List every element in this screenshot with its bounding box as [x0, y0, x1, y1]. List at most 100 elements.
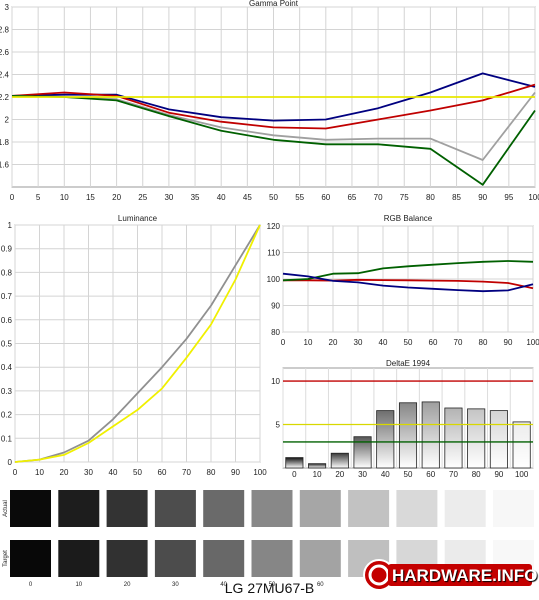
x-tick-label-1-1: 10 [35, 468, 44, 477]
target-swatch-2 [106, 540, 148, 577]
x-tick-label-1-2: 20 [60, 468, 69, 477]
swatch-label-2: 20 [124, 582, 131, 588]
y-tick-label-1-4: 0.4 [1, 363, 13, 372]
x-tick-label-0-4: 20 [112, 193, 121, 202]
x-tick-label-3-2: 20 [335, 470, 344, 479]
x-tick-label-0-13: 65 [347, 193, 356, 202]
x-tick-label-2-4: 40 [379, 338, 388, 347]
actual-swatch-6 [299, 490, 341, 527]
deltae-bar-7 [444, 407, 463, 469]
x-tick-label-0-6: 30 [164, 193, 173, 202]
x-tick-label-2-0: 0 [281, 338, 286, 347]
actual-swatch-3 [154, 490, 196, 527]
target-row-label: Target [3, 550, 9, 567]
chart-title-0: Gamma Point [249, 0, 299, 8]
series-line-0-1 [11, 83, 536, 130]
actual-swatch-5 [251, 490, 293, 527]
x-tick-label-0-7: 35 [191, 193, 200, 202]
y-tick-label-0-6: 2.8 [0, 26, 10, 35]
x-tick-label-3-1: 10 [313, 470, 322, 479]
x-tick-label-1-6: 60 [158, 468, 167, 477]
x-tick-label-0-3: 15 [86, 193, 95, 202]
chart-title-2: RGB Balance [384, 214, 433, 223]
x-tick-label-0-17: 85 [452, 193, 461, 202]
deltae-bar-9 [489, 410, 508, 469]
y-tick-label-0-4: 2.4 [0, 71, 10, 80]
target-swatch-6 [299, 540, 341, 577]
x-tick-label-2-3: 30 [354, 338, 363, 347]
chart-title-1: Luminance [118, 214, 158, 223]
deltae-bar-4 [376, 410, 395, 469]
x-tick-label-3-0: 0 [292, 470, 297, 479]
x-tick-label-1-8: 80 [207, 468, 216, 477]
series-line-1-1 [14, 224, 261, 463]
x-tick-label-1-4: 40 [109, 468, 118, 477]
y-tick-label-1-7: 0.7 [1, 292, 13, 301]
x-tick-label-1-0: 0 [13, 468, 18, 477]
swatch-label-6: 60 [317, 582, 324, 588]
swatch-label-5: 50 [269, 582, 276, 588]
y-tick-label-0-0: 1.6 [0, 161, 10, 170]
deltae-bar-5 [398, 402, 418, 469]
y-tick-label-1-0: 0 [8, 458, 13, 467]
x-tick-label-1-5: 50 [133, 468, 142, 477]
x-tick-label-0-20: 100 [528, 193, 539, 202]
y-tick-label-1-2: 0.2 [1, 411, 13, 420]
series-line-2-0 [283, 278, 534, 290]
target-swatch-1 [58, 540, 100, 577]
x-tick-label-2-2: 20 [329, 338, 338, 347]
hardware-info-logo [360, 558, 535, 592]
x-tick-label-0-5: 25 [138, 193, 147, 202]
x-tick-label-0-11: 55 [295, 193, 304, 202]
actual-swatch-7 [348, 490, 390, 527]
x-tick-label-2-6: 60 [429, 338, 438, 347]
logo-text: HARDWARE.INFO [392, 566, 538, 585]
x-tick-label-1-10: 100 [253, 468, 267, 477]
y-tick-label-2-4: 120 [267, 222, 281, 231]
x-tick-label-2-5: 50 [404, 338, 413, 347]
deltae-bar-0 [285, 457, 304, 469]
series-line-2-1 [282, 260, 534, 282]
y-tick-label-0-3: 2.2 [0, 93, 10, 102]
x-tick-label-3-6: 60 [426, 470, 435, 479]
x-tick-label-0-1: 5 [36, 193, 41, 202]
x-tick-label-0-10: 50 [269, 193, 278, 202]
y-tick-label-1-1: 0.1 [1, 434, 13, 443]
y-tick-label-1-3: 0.3 [1, 387, 13, 396]
x-tick-label-2-9: 90 [504, 338, 513, 347]
x-tick-label-3-10: 100 [515, 470, 529, 479]
y-tick-label-2-0: 80 [271, 328, 280, 337]
deltae-bar-1 [308, 463, 327, 469]
x-tick-label-3-9: 90 [494, 470, 503, 479]
target-swatch-4 [203, 540, 245, 577]
x-tick-label-0-18: 90 [478, 193, 487, 202]
deltae-bar-10 [512, 421, 531, 469]
actual-swatch-9 [444, 490, 486, 527]
actual-swatch-0 [10, 490, 51, 527]
y-tick-label-1-5: 0.5 [1, 340, 13, 349]
series-line-1-0 [14, 224, 261, 463]
deltae-bar-2 [330, 452, 349, 469]
deltae-bar-8 [467, 408, 486, 469]
series-line-2-2 [282, 272, 534, 293]
deltae-bar-6 [421, 401, 440, 469]
x-tick-label-0-2: 10 [60, 193, 69, 202]
actual-swatch-4 [203, 490, 245, 527]
actual-swatch-2 [106, 490, 148, 527]
deltae-bar-3 [353, 436, 372, 469]
series-line-0-3 [11, 95, 536, 186]
y-tick-label-2-2: 100 [267, 275, 281, 284]
y-tick-label-0-2: 2 [5, 116, 10, 125]
swatch-label-3: 30 [172, 582, 179, 588]
y-tick-label-1-6: 0.6 [1, 316, 13, 325]
swatch-label-4: 40 [220, 582, 227, 588]
x-tick-label-0-19: 95 [504, 193, 513, 202]
x-tick-label-3-8: 80 [472, 470, 481, 479]
y-tick-label-3-1: 10 [271, 377, 280, 386]
swatch-label-0: 0 [29, 582, 33, 588]
x-tick-label-2-10: 100 [526, 338, 539, 347]
x-tick-label-0-14: 70 [374, 193, 383, 202]
swatch-label-1: 10 [75, 582, 82, 588]
actual-swatch-1 [58, 490, 100, 527]
